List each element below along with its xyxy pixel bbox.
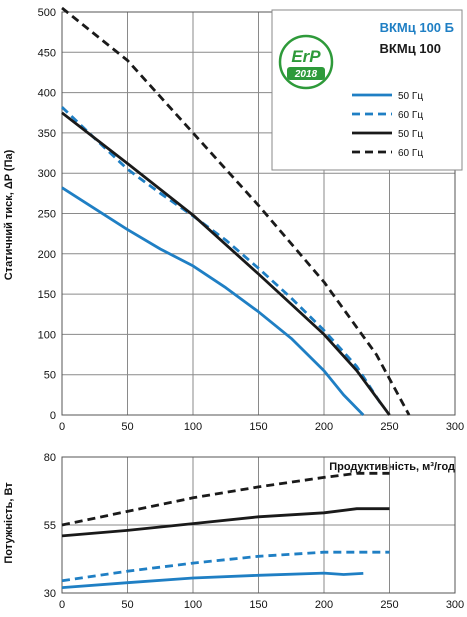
legend-label-1: 60 Гц [398,110,423,121]
power-x-tick-100: 100 [184,599,202,611]
pressure-y-tick-150: 150 [38,289,56,301]
pressure-x-tick-200: 200 [315,421,333,433]
power-x-tick-150: 150 [249,599,267,611]
pressure-x-tick-300: 300 [446,421,464,433]
pressure-y-tick-350: 350 [38,128,56,140]
pressure-series [61,6,411,416]
erp-badge-icon: ErP 2018 [278,34,334,90]
pressure-y-tick-50: 50 [44,370,56,382]
pressure-series-2 [61,111,391,416]
pressure-x-tick-0: 0 [59,421,65,433]
power-x-tick-0: 0 [59,599,65,611]
power-x-tick-50: 50 [121,599,133,611]
power-series-1 [61,550,390,583]
pressure-y-tick-200: 200 [38,249,56,261]
power-chart: 0 50 100 150 200 250 300 30 55 80 Потужність, Вт [3,452,464,611]
pressure-y-tick-250: 250 [38,209,56,221]
legend-model-blue: ВКМц 100 Б [380,20,454,35]
pressure-y-tick-0: 0 [50,410,56,422]
pressure-series-1 [61,106,385,408]
power-x-tick-200: 200 [315,599,333,611]
pressure-grid [61,11,456,416]
power-series-0 [61,571,364,589]
power-x-tick-250: 250 [380,599,398,611]
legend-model-black: ВКМц 100 [380,41,441,56]
power-y-axis-label: Потужність, Вт [3,482,15,564]
pressure-x-axis-label-text: Продуктивність, м³/год [329,461,455,473]
pressure-y-tick-400: 400 [38,88,56,100]
pressure-x-tick-150: 150 [249,421,267,433]
power-ticks: 0 50 100 150 200 250 300 30 55 80 [44,452,464,611]
legend-label-3: 60 Гц [398,148,423,159]
power-series-3 [61,471,390,527]
erp-badge-year: 2018 [294,69,318,80]
pressure-y-tick-100: 100 [38,329,56,341]
power-y-tick-30: 30 [44,588,56,600]
power-x-tick-300: 300 [446,599,464,611]
pressure-chart: 0 50 100 150 200 250 300 0 50 100 150 200 250 300 350 4… [3,6,465,473]
erp-badge-text: ErP [291,47,321,66]
legend-label-2: 50 Гц [398,129,423,140]
pressure-x-tick-250: 250 [380,421,398,433]
pressure-ticks: 0 50 100 150 200 250 300 0 50 100 150 200 250 300 350 4… [38,7,465,433]
pressure-y-tick-450: 450 [38,47,56,59]
pressure-series-3 [61,6,411,416]
pressure-y-tick-500: 500 [38,7,56,19]
legend-items: 50 Гц 60 Гц 50 Гц 60 Гц [352,91,423,159]
power-series [61,471,390,589]
legend-label-0: 50 Гц [398,91,423,102]
pressure-x-tick-100: 100 [184,421,202,433]
pressure-y-tick-300: 300 [38,168,56,180]
pressure-plot-frame [61,11,456,416]
power-y-tick-55: 55 [44,520,56,532]
power-y-tick-80: 80 [44,452,56,464]
pressure-x-tick-50: 50 [121,421,133,433]
pressure-y-axis-label: Статичний тиск, ΔP (Па) [3,149,15,280]
pressure-series-0 [61,186,365,416]
pressure-x-axis-label: Продуктивність, м³/год [329,461,455,473]
power-series-2 [61,507,390,538]
